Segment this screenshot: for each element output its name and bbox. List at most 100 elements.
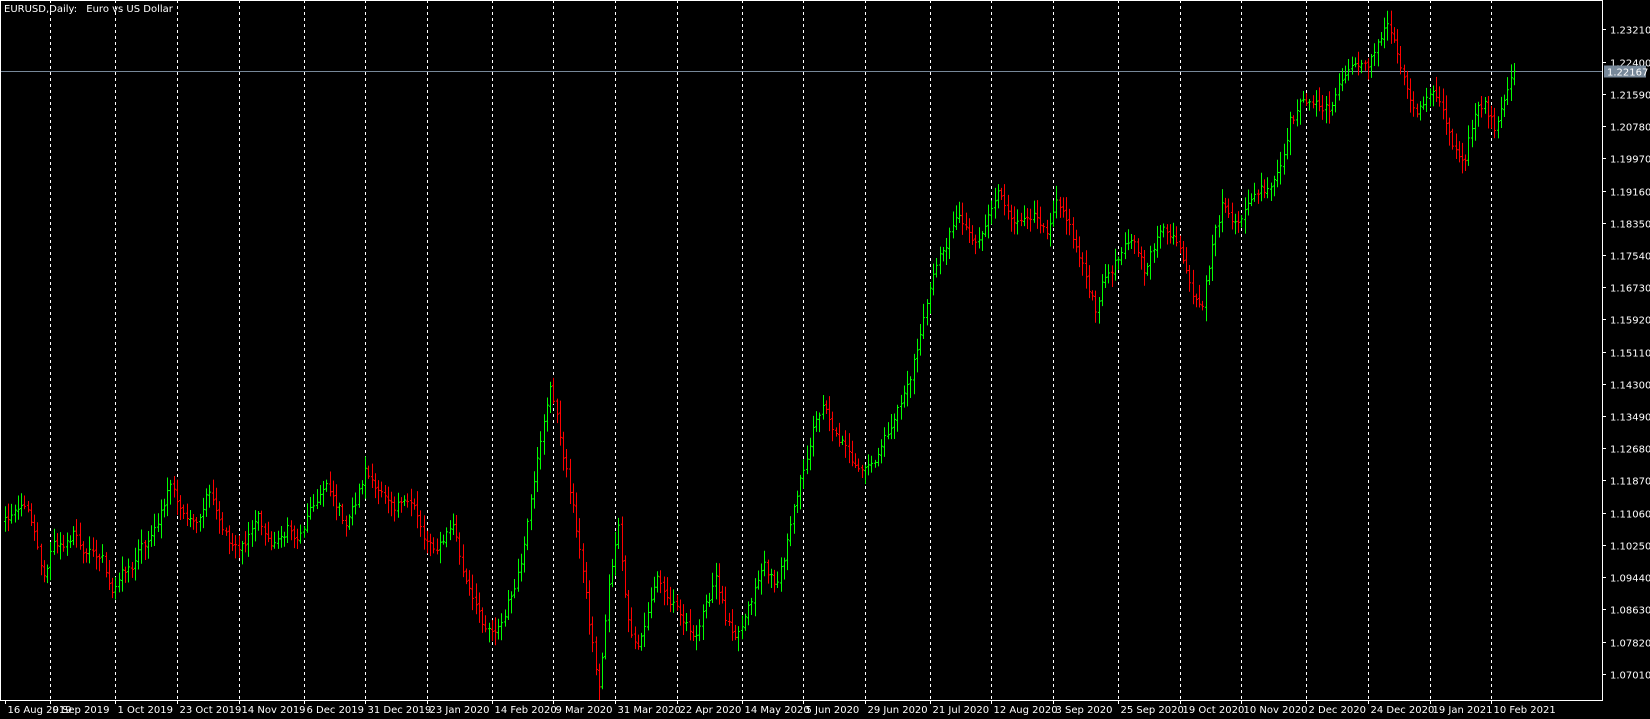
ohlc-bar [1419, 101, 1422, 121]
ohlc-bar [1020, 212, 1023, 227]
ohlc-bar [565, 448, 568, 478]
ohlc-bar [494, 617, 497, 646]
ohlc-bar [325, 479, 328, 492]
ohlc-bar [757, 570, 760, 590]
ohlc-bar [702, 604, 705, 640]
ohlc-bar [247, 521, 250, 557]
ohlc-bar [647, 602, 650, 631]
ohlc-bar [1448, 117, 1451, 146]
ohlc-bar [497, 618, 500, 640]
x-tick-label: 25 Sep 2020 [1121, 705, 1184, 716]
ohlc-bar [786, 533, 789, 571]
ohlc-bar [264, 523, 267, 546]
ohlc-bar [812, 415, 815, 457]
ohlc-bar [624, 555, 627, 598]
ohlc-bar [95, 539, 98, 570]
ohlc-bar [1153, 243, 1156, 263]
ohlc-bar [614, 531, 617, 576]
ohlc-bar [559, 400, 562, 446]
ohlc-bar [926, 299, 929, 326]
ohlc-bar [215, 487, 218, 520]
ohlc-bar [329, 471, 332, 497]
ohlc-bar [46, 564, 49, 584]
ohlc-bar [1257, 189, 1260, 204]
symbol-label: EURUSD,Daily: [4, 4, 77, 15]
ohlc-bar [169, 479, 172, 505]
y-tick-label: 1.11060 [1610, 510, 1650, 521]
ohlc-bar [815, 411, 818, 432]
ohlc-bar [627, 589, 630, 633]
ohlc-bar [1283, 143, 1286, 175]
ohlc-bar [124, 566, 127, 583]
ohlc-bar [1013, 206, 1016, 235]
ohlc-bar [965, 212, 968, 231]
ohlc-bar [997, 184, 1000, 209]
ohlc-bar [864, 464, 867, 485]
ohlc-bar [1458, 141, 1461, 163]
ohlc-bar [471, 574, 474, 611]
y-tick-label: 1.18350 [1610, 220, 1650, 231]
ohlc-bar [1244, 197, 1247, 234]
ohlc-bar [838, 422, 841, 447]
ohlc-bar [1159, 224, 1162, 249]
ohlc-bar [33, 514, 36, 541]
ohlc-bar [666, 577, 669, 606]
y-tick-label: 1.09440 [1610, 574, 1650, 585]
ohlc-bar [1380, 32, 1383, 46]
ohlc-bar [1286, 128, 1289, 160]
ohlc-bar [1114, 248, 1117, 281]
y-tick-label: 1.07010 [1610, 671, 1650, 682]
x-tick-label: 21 Jul 2020 [933, 705, 990, 716]
ohlc-bar [374, 473, 377, 499]
ohlc-bar [436, 538, 439, 555]
ohlc-bar [1506, 77, 1509, 106]
x-tick-label: 2 Dec 2020 [1309, 705, 1367, 716]
price-axis[interactable]: 1.07010 1.07820 1.08630 1.09440 1.10250 1.110… [1602, 26, 1650, 682]
ohlc-bar [361, 480, 364, 495]
ohlc-bar [1477, 101, 1480, 127]
ohlc-bar [780, 557, 783, 592]
ohlc-bar [338, 502, 341, 516]
ohlc-bar [1497, 116, 1500, 139]
ohlc-bar [724, 586, 727, 626]
ohlc-bar [182, 504, 185, 520]
ohlc-bar [20, 493, 23, 517]
ohlc-bar [316, 489, 319, 510]
ohlc-bar [1081, 252, 1084, 276]
ohlc-bar [137, 539, 140, 570]
ohlc-bar [948, 227, 951, 259]
ohlc-bar [637, 634, 640, 650]
ohlc-bar [1211, 234, 1214, 282]
ohlc-bar [1240, 215, 1243, 228]
ohlc-bar [270, 531, 273, 551]
x-tick-label: 1 Oct 2019 [118, 705, 173, 716]
ohlc-bar [1344, 65, 1347, 84]
ohlc-bar [488, 622, 491, 643]
ohlc-bar [763, 550, 766, 577]
ohlc-bar [442, 534, 445, 545]
ohlc-bar [1111, 265, 1114, 288]
ohlc-bar [56, 533, 59, 554]
ohlc-bar [1068, 208, 1071, 236]
ohlc-bar [481, 607, 484, 633]
ohlc-bar [835, 427, 838, 437]
ohlc-bar [617, 517, 620, 549]
ohlc-bar [1487, 95, 1490, 129]
ohlc-bar [517, 558, 520, 592]
ohlc-bar [653, 576, 656, 603]
ohlc-bar [364, 456, 367, 499]
ohlc-bar [478, 592, 481, 623]
ohlc-bar [458, 532, 461, 565]
ohlc-bar [861, 464, 864, 478]
ohlc-bar [387, 486, 390, 514]
ohlc-bar [445, 527, 448, 548]
ohlc-bar [153, 513, 156, 546]
ohlc-bar [896, 404, 899, 432]
ohlc-bar [1143, 249, 1146, 286]
x-tick-label: 29 Jun 2020 [868, 705, 928, 716]
ohlc-bar [708, 592, 711, 607]
ohlc-bar [69, 535, 72, 549]
ohlc-bar [1059, 196, 1062, 218]
